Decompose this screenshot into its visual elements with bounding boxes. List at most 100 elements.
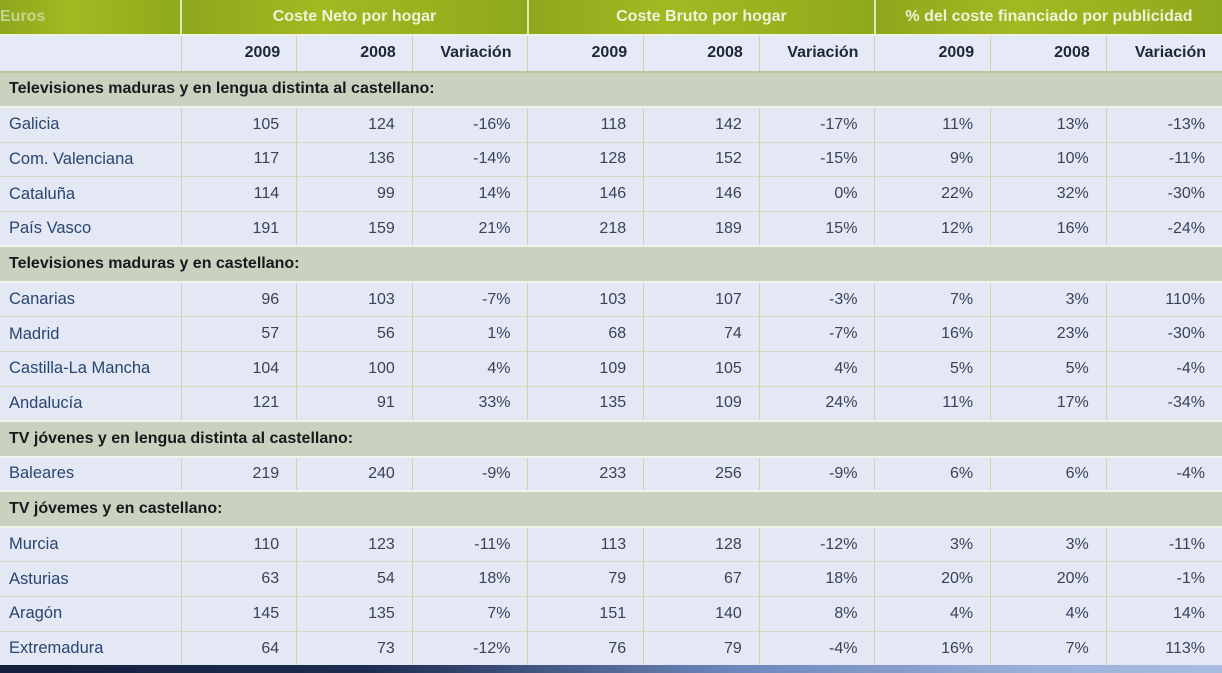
- table-row: 2009 2008 Variación 2009 2008 Variación …: [0, 34, 1222, 73]
- value-cell: 123: [296, 526, 413, 562]
- value-cell: 3%: [874, 526, 991, 562]
- value-cell: 4%: [411, 350, 528, 387]
- value-cell: 152: [643, 141, 760, 177]
- value-cell: 15%: [758, 210, 875, 247]
- column-header-2008: 2008: [990, 34, 1107, 73]
- value-cell: 128: [527, 141, 644, 177]
- value-cell: 136: [296, 141, 413, 177]
- value-cell: 128: [643, 526, 760, 562]
- value-cell: 110%: [1105, 281, 1222, 317]
- column-header-2009: 2009: [180, 34, 297, 73]
- table-row: Televisiones maduras y en lengua distint…: [0, 70, 1222, 109]
- value-cell: 151: [527, 596, 644, 632]
- value-cell: 7%: [411, 596, 528, 632]
- region-name: Murcia: [0, 526, 181, 562]
- value-cell: 57: [180, 316, 297, 352]
- blank-header-cell: [0, 34, 181, 73]
- column-group-coste-bruto: Coste Bruto por hogar: [526, 0, 875, 36]
- value-cell: 76: [527, 630, 644, 666]
- value-cell: -9%: [411, 456, 528, 492]
- value-cell: 73: [296, 630, 413, 666]
- value-cell: 121: [180, 385, 297, 421]
- value-cell: 233: [527, 456, 644, 492]
- value-cell: 64: [180, 630, 297, 666]
- value-cell: 145: [180, 596, 297, 632]
- value-cell: 79: [527, 561, 644, 597]
- value-cell: 135: [296, 596, 413, 632]
- value-cell: 9%: [874, 141, 991, 177]
- value-cell: 63: [180, 561, 297, 597]
- value-cell: -34%: [1105, 385, 1222, 421]
- value-cell: 54: [296, 561, 413, 597]
- value-cell: 118: [527, 106, 644, 143]
- value-cell: 105: [643, 350, 760, 387]
- section-header: Televisiones maduras y en lengua distint…: [0, 70, 1222, 109]
- value-cell: 109: [527, 350, 644, 387]
- region-name: Asturias: [0, 561, 181, 597]
- value-cell: 13%: [990, 106, 1107, 143]
- value-cell: 124: [296, 106, 413, 143]
- value-cell: 14%: [1105, 596, 1222, 632]
- value-cell: 1%: [411, 316, 528, 352]
- column-header-2008: 2008: [643, 34, 760, 73]
- table-row: Extremadura 64 73 -12% 76 79 -4% 16% 7% …: [0, 630, 1222, 666]
- table-row: Castilla-La Mancha 104 100 4% 109 105 4%…: [0, 350, 1222, 387]
- value-cell: -7%: [411, 281, 528, 317]
- value-cell: 219: [180, 456, 297, 492]
- table-row: Baleares 219 240 -9% 233 256 -9% 6% 6% -…: [0, 456, 1222, 492]
- value-cell: 146: [527, 176, 644, 212]
- value-cell: 7%: [990, 630, 1107, 666]
- value-cell: 191: [180, 210, 297, 247]
- value-cell: -13%: [1105, 106, 1222, 143]
- table-row: Galicia 105 124 -16% 118 142 -17% 11% 13…: [0, 106, 1222, 143]
- value-cell: 189: [643, 210, 760, 247]
- value-cell: -4%: [1105, 350, 1222, 387]
- column-header-variacion: Variación: [411, 34, 528, 73]
- value-cell: 140: [643, 596, 760, 632]
- section-header: Televisiones maduras y en castellano:: [0, 245, 1222, 283]
- value-cell: 3%: [990, 281, 1107, 317]
- value-cell: -9%: [758, 456, 875, 492]
- region-name: Cataluña: [0, 176, 181, 212]
- value-cell: -12%: [411, 630, 528, 666]
- section-header: TV jóvenes y en lengua distinta al caste…: [0, 419, 1222, 458]
- value-cell: 11%: [874, 385, 991, 421]
- value-cell: 146: [643, 176, 760, 212]
- table-row: Andalucía 121 91 33% 135 109 24% 11% 17%…: [0, 385, 1222, 421]
- value-cell: 8%: [758, 596, 875, 632]
- value-cell: -4%: [1105, 456, 1222, 492]
- value-cell: -30%: [1105, 176, 1222, 212]
- value-cell: 240: [296, 456, 413, 492]
- value-cell: 67: [643, 561, 760, 597]
- column-group-pct-publicidad: % del coste financiado por publicidad: [873, 0, 1222, 36]
- value-cell: 17%: [990, 385, 1107, 421]
- value-cell: -11%: [411, 526, 528, 562]
- value-cell: 96: [180, 281, 297, 317]
- table-row: Madrid 57 56 1% 68 74 -7% 16% 23% -30%: [0, 316, 1222, 352]
- value-cell: 142: [643, 106, 760, 143]
- value-cell: 0%: [758, 176, 875, 212]
- value-cell: 114: [180, 176, 297, 212]
- region-name: Galicia: [0, 106, 181, 143]
- column-header-variacion: Variación: [1105, 34, 1222, 73]
- value-cell: 32%: [990, 176, 1107, 212]
- value-cell: 135: [527, 385, 644, 421]
- value-cell: 6%: [990, 456, 1107, 492]
- value-cell: 113: [527, 526, 644, 562]
- section-header: TV jóvemes y en castellano:: [0, 490, 1222, 529]
- table-row: Com. Valenciana 117 136 -14% 128 152 -15…: [0, 141, 1222, 177]
- column-header-2009: 2009: [874, 34, 991, 73]
- region-name: Andalucía: [0, 385, 181, 421]
- value-cell: 16%: [874, 316, 991, 352]
- region-name: Castilla-La Mancha: [0, 350, 181, 387]
- region-name: Madrid: [0, 316, 181, 352]
- value-cell: -1%: [1105, 561, 1222, 597]
- value-cell: -30%: [1105, 316, 1222, 352]
- value-cell: 256: [643, 456, 760, 492]
- value-cell: 218: [527, 210, 644, 247]
- value-cell: 104: [180, 350, 297, 387]
- value-cell: 6%: [874, 456, 991, 492]
- value-cell: -14%: [411, 141, 528, 177]
- value-cell: 7%: [874, 281, 991, 317]
